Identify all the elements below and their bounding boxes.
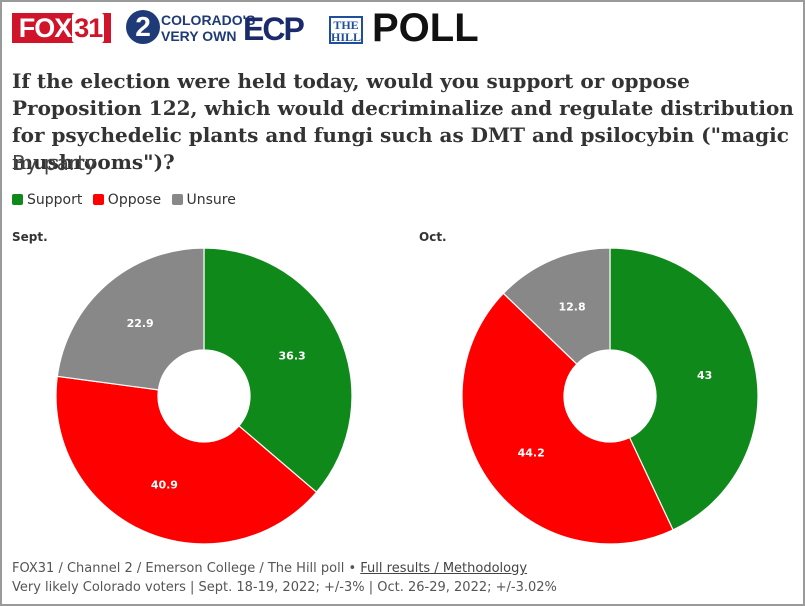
legend-label-oppose: Oppose — [107, 192, 162, 208]
slice-oct-oppose[interactable] — [461, 292, 674, 545]
slice-sept-unsure[interactable] — [56, 247, 205, 391]
data-label-oct-unsure: 12.8 — [558, 301, 585, 314]
chart-subtitle: By party — [12, 151, 97, 175]
the-hill-logo: THE HILL — [329, 16, 363, 44]
data-label-sept-support: 36.3 — [279, 349, 306, 362]
chart-title-sept: Sept. — [12, 230, 48, 244]
data-label-oct-support: 43 — [697, 369, 712, 382]
channel2-logo-number: 2 — [126, 10, 160, 44]
chart-legend: Support Oppose Unsure — [12, 192, 242, 208]
legend-item-support[interactable]: Support — [12, 192, 82, 208]
slice-oct-support[interactable] — [609, 247, 759, 531]
channel2-logo: 2 COLORADO'S VERY OWN — [126, 10, 255, 46]
legend-item-oppose[interactable]: Oppose — [92, 192, 162, 208]
data-label-sept-oppose: 40.9 — [151, 479, 178, 492]
legend-item-unsure[interactable]: Unsure — [171, 192, 236, 208]
data-label-oct-oppose: 44.2 — [518, 447, 545, 460]
emerson-logo: ECP — [243, 11, 305, 47]
methodology-link[interactable]: Full results / Methodology — [360, 561, 528, 576]
poll-label: POLL — [372, 6, 479, 50]
chart-title-oct: Oct. — [419, 230, 447, 244]
slice-sept-oppose[interactable] — [55, 375, 318, 545]
channel2-logo-text: COLORADO'S VERY OWN — [161, 12, 256, 44]
legend-label-unsure: Unsure — [186, 192, 236, 208]
data-label-sept-unsure: 22.9 — [127, 317, 154, 330]
legend-swatch-unsure — [171, 194, 183, 205]
fox31-logo: FOX 31 — [12, 13, 111, 43]
legend-label-support: Support — [27, 192, 83, 208]
donut-chart-sept: 36.3 40.9 22.9 — [55, 247, 353, 545]
chart-headline: If the election were held today, would y… — [12, 69, 794, 174]
slice-oct-unsure[interactable] — [502, 247, 611, 365]
donut-chart-oct: 43 44.2 12.8 — [461, 247, 759, 545]
logo-bar: FOX 31 2 COLORADO'S VERY OWN ECP THE HILL… — [12, 6, 792, 50]
slice-sept-support[interactable] — [203, 247, 353, 494]
legend-swatch-oppose — [92, 194, 104, 205]
source-line: FOX31 / Channel 2 / Emerson College / Th… — [12, 561, 527, 576]
sample-note: Very likely Colorado voters | Sept. 18-1… — [12, 580, 557, 595]
fox-logo-number: 31 — [72, 13, 105, 43]
source-text: FOX31 / Channel 2 / Emerson College / Th… — [12, 561, 357, 576]
legend-swatch-support — [12, 194, 23, 205]
fox-logo-text: FOX — [18, 13, 73, 43]
